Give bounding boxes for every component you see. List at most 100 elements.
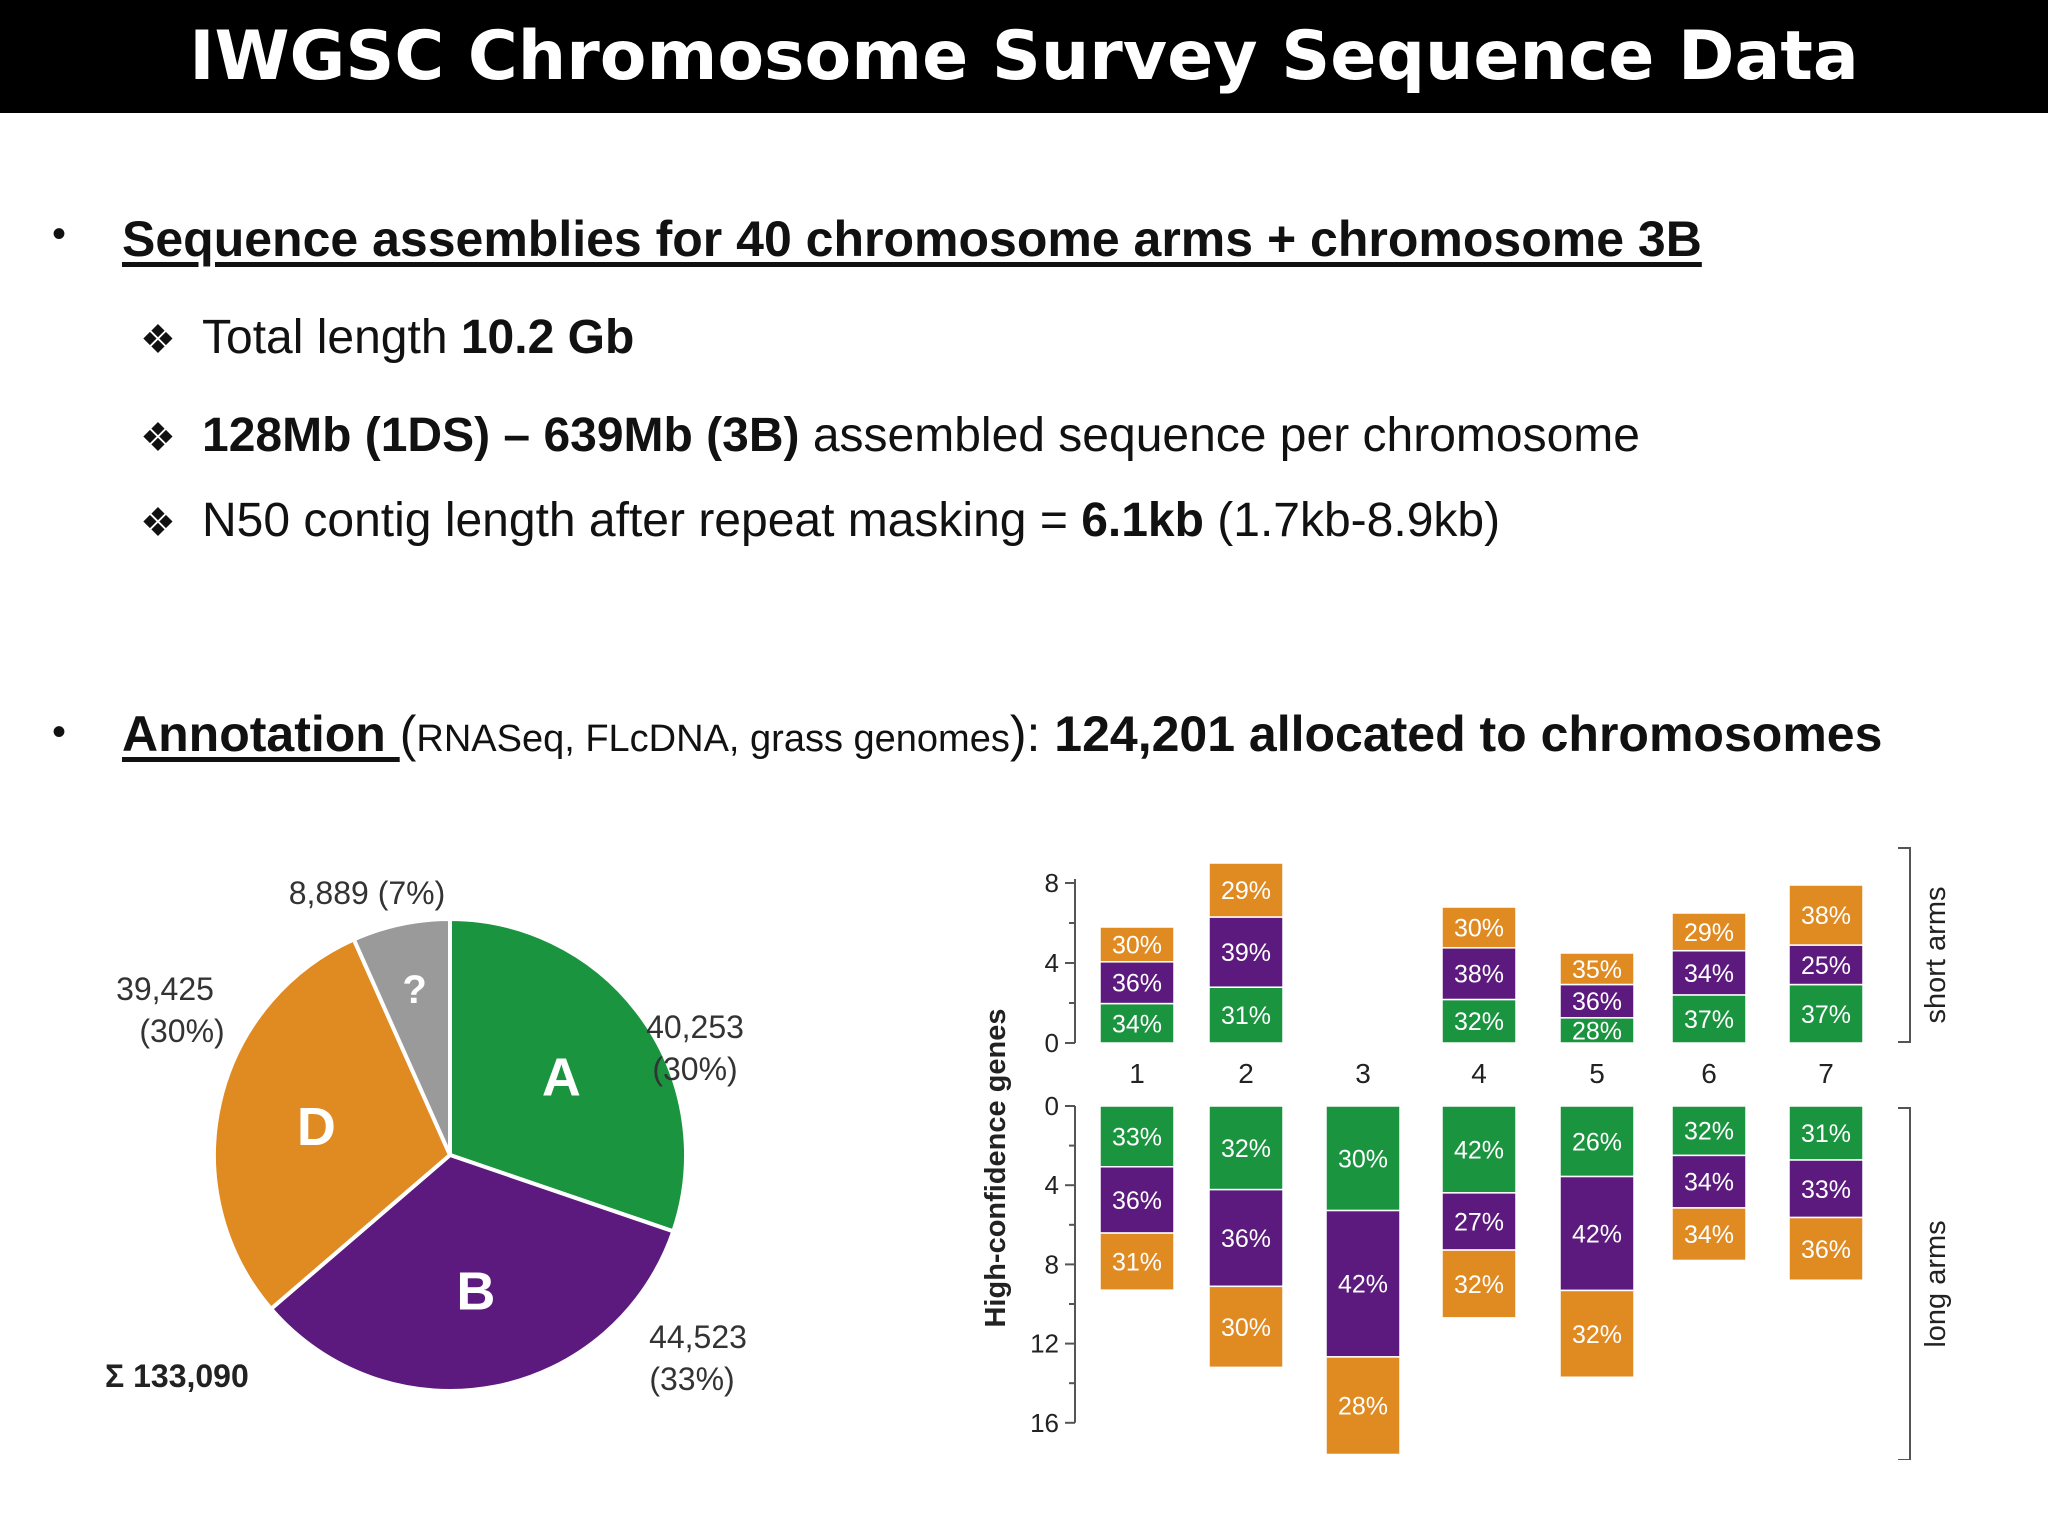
annotation-sources: RNASeq, FLcDNA, grass genomes [416, 718, 1010, 760]
chromosome-label: 3 [1355, 1058, 1371, 1089]
short-arm-segment-b [1441, 947, 1517, 1001]
segment-percent-label: 32% [1454, 1008, 1504, 1036]
long-arm-segment-b [1559, 1175, 1635, 1292]
long-arm-segment-d [1788, 1216, 1864, 1281]
chromosome-label: 7 [1818, 1058, 1834, 1089]
y-tick-label: 8 [1045, 1249, 1059, 1279]
segment-percent-label: 35% [1572, 956, 1622, 984]
gene-bar-chart: High-confidence genes short arms long ar… [980, 847, 1952, 1460]
segment-percent-label: 32% [1454, 1271, 1504, 1299]
pie-slice-name-b: B [456, 1261, 495, 1321]
segment-percent-label: 42% [1454, 1136, 1504, 1164]
segment-percent-label: 36% [1112, 970, 1162, 998]
segment-percent-label: 32% [1684, 1118, 1734, 1146]
long-arm-segment-d [1099, 1232, 1175, 1291]
segment-percent-label: 30% [1112, 931, 1162, 959]
y-tick-label: 0 [1045, 1028, 1059, 1058]
segment-percent-label: 25% [1801, 952, 1851, 980]
item-text: (1.7kb-8.9kb) [1203, 494, 1501, 547]
short-arms-label: short arms [1920, 887, 1952, 1024]
long-arm-segment-a [1099, 1105, 1175, 1168]
pie-label-b-count: 44,523 [649, 1319, 747, 1355]
subgenome-pie-chart: A B D? 40,253 (30%) 44,523 (33%) 39,425 (3… [105, 875, 747, 1397]
long-arm-segment-b [1208, 1188, 1284, 1288]
segment-percent-label: 34% [1684, 960, 1734, 988]
item-text: Total length [202, 311, 461, 364]
y-tick-label: 8 [1045, 868, 1059, 898]
y-tick-label: 0 [1045, 1091, 1059, 1121]
y-axis-label: High-confidence genes [980, 1008, 1012, 1327]
short-arm-segment-d [1671, 912, 1747, 952]
item-text: assembled sequence per chromosome [799, 409, 1640, 462]
segment-percent-label: 29% [1684, 919, 1734, 947]
section-heading-annotation: Annotation [122, 706, 400, 762]
segment-percent-label: 36% [1112, 1187, 1162, 1215]
pie-slice-name-a: A [542, 1047, 581, 1107]
segment-percent-label: 42% [1572, 1220, 1622, 1248]
segment-percent-label: 31% [1112, 1249, 1162, 1277]
segment-percent-label: 33% [1112, 1123, 1162, 1151]
list-item: ❖ Total length 10.2 Gb [140, 310, 634, 365]
list-item: ❖ 128Mb (1DS) – 639Mb (3B) assembled sequ… [140, 408, 1640, 463]
long-arm-segment-d [1325, 1356, 1401, 1456]
segment-percent-label: 34% [1684, 1169, 1734, 1197]
list-item: ❖ N50 contig length after repeat masking … [140, 493, 1500, 548]
pie-slice-name-unknown: ? [402, 968, 426, 1012]
pie-label-b-pct: (33%) [649, 1361, 734, 1397]
chromosome-label: 5 [1589, 1058, 1605, 1089]
pie-label-a-pct: (30%) [652, 1051, 737, 1087]
long-arm-segment-b [1441, 1192, 1517, 1251]
pie-total: Σ 133,090 [105, 1358, 249, 1394]
segment-percent-label: 36% [1572, 988, 1622, 1016]
segment-percent-label: 32% [1572, 1321, 1622, 1349]
segment-percent-label: 39% [1221, 939, 1271, 967]
section-heading-assemblies: Sequence assemblies for 40 chromosome ar… [122, 211, 1702, 267]
segment-percent-label: 26% [1572, 1128, 1622, 1156]
segment-percent-label: 37% [1801, 1001, 1851, 1029]
segment-percent-label: 30% [1454, 914, 1504, 942]
segment-percent-label: 36% [1801, 1236, 1851, 1264]
long-arm-segment-a [1325, 1105, 1401, 1212]
segment-percent-label: 42% [1338, 1271, 1388, 1299]
long-arm-segment-a [1559, 1105, 1635, 1178]
slide-title: IWGSC Chromosome Survey Sequence Data [189, 17, 1859, 96]
long-arm-segment-d [1441, 1249, 1517, 1319]
diamond-bullet-icon: ❖ [140, 318, 176, 362]
segment-percent-label: 29% [1221, 877, 1271, 905]
title-bar [0, 0, 2048, 113]
long-arm-segment-d [1559, 1289, 1635, 1379]
item-text: N50 contig length after repeat masking = [202, 494, 1082, 547]
long-arm-segment-d [1208, 1285, 1284, 1369]
segment-percent-label: 31% [1221, 1002, 1271, 1030]
chromosome-label: 1 [1129, 1058, 1145, 1089]
long-arm-segment-d [1671, 1207, 1747, 1262]
segment-percent-label: 38% [1801, 902, 1851, 930]
long-arm-segment-b [1671, 1154, 1747, 1209]
short-arm-segment-b [1671, 949, 1747, 996]
short-arm-segment-a [1788, 983, 1864, 1044]
pie-label-a-count: 40,253 [646, 1009, 744, 1045]
pie-label-unknown: 8,889 (7%) [289, 875, 446, 911]
segment-percent-label: 28% [1572, 1017, 1622, 1045]
y-tick-label: 4 [1045, 1170, 1059, 1200]
long-arms-bracket [1898, 1107, 1911, 1460]
segment-percent-label: 38% [1454, 961, 1504, 989]
long-arm-segment-a [1788, 1105, 1864, 1161]
chromosome-label: 6 [1701, 1058, 1717, 1089]
short-arm-segment-d [1208, 862, 1284, 918]
segment-percent-label: 30% [1221, 1314, 1271, 1342]
segment-percent-label: 34% [1112, 1010, 1162, 1038]
segment-percent-label: 36% [1221, 1225, 1271, 1253]
pie-slice-a [448, 916, 688, 1234]
short-arm-segment-d [1441, 906, 1517, 949]
bullet-icon: • [52, 212, 67, 256]
segment-percent-label: 27% [1454, 1208, 1504, 1236]
item-bold: 6.1kb [1081, 494, 1204, 547]
item-bold: 128Mb (1DS) – 639Mb (3B) [202, 409, 800, 462]
chromosome-label: 2 [1238, 1058, 1254, 1089]
long-arm-segment-b [1788, 1159, 1864, 1219]
paren: ( [399, 706, 417, 762]
y-tick-label: 12 [1030, 1329, 1059, 1359]
segment-percent-label: 28% [1338, 1393, 1388, 1421]
segment-percent-label: 33% [1801, 1176, 1851, 1204]
